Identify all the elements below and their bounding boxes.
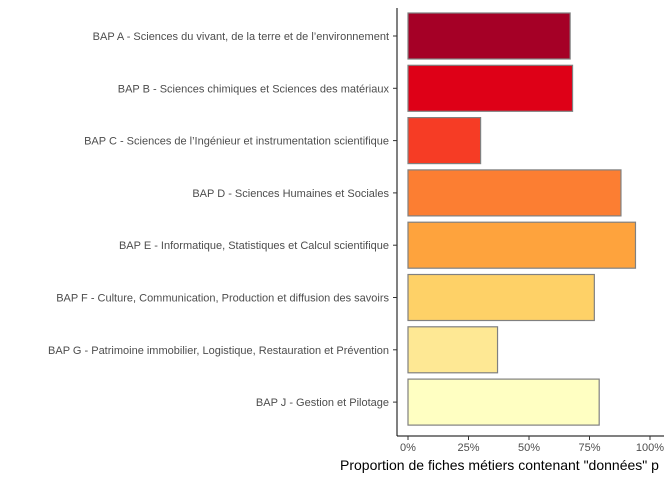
- category-label: BAP B - Sciences chimiques et Sciences d…: [118, 83, 390, 95]
- category-label: BAP J - Gestion et Pilotage: [256, 397, 389, 409]
- category-label: BAP F - Culture, Communication, Producti…: [56, 293, 389, 305]
- bar: [407, 221, 637, 269]
- category-label: BAP G - Patrimoine immobilier, Logistiqu…: [48, 345, 389, 357]
- x-tick-label: 50%: [518, 442, 540, 454]
- category-label: BAP E - Informatique, Statistiques et Ca…: [119, 240, 389, 252]
- x-tick-label: 25%: [457, 442, 479, 454]
- x-tick-label: 100%: [636, 442, 664, 454]
- x-tick-label: 0%: [400, 442, 416, 454]
- x-axis-ticks: 0% 25% 50% 75% 100%: [400, 436, 664, 454]
- bar: [407, 326, 499, 374]
- x-axis-title: Proportion de fiches métiers contenant "…: [340, 457, 659, 473]
- category-labels: BAP A - Sciences du vivant, de la terre …: [48, 31, 397, 409]
- bar: [407, 12, 571, 60]
- bar: [407, 378, 600, 426]
- bar: [407, 169, 622, 217]
- category-label: BAP D - Sciences Humaines et Sociales: [192, 188, 389, 200]
- x-tick-label: 75%: [578, 442, 600, 454]
- bar: [407, 64, 574, 112]
- category-label: BAP C - Sciences de l’Ingénieur et instr…: [84, 136, 389, 148]
- category-label: BAP A - Sciences du vivant, de la terre …: [93, 31, 389, 43]
- bars-group: [407, 12, 637, 426]
- bar: [407, 116, 482, 165]
- bar: [407, 273, 595, 322]
